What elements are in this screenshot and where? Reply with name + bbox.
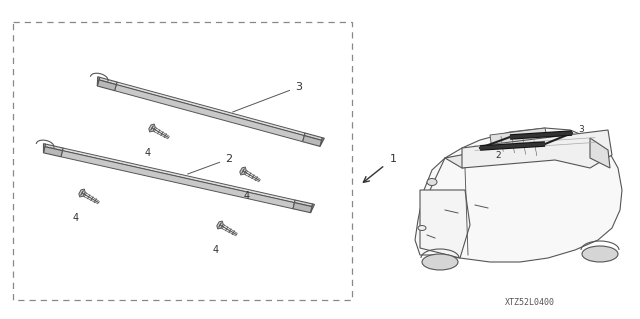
Text: 1: 1 (390, 154, 397, 164)
Text: 4: 4 (145, 148, 151, 158)
Text: XTZ52L0400: XTZ52L0400 (505, 298, 555, 307)
Polygon shape (303, 136, 322, 146)
Polygon shape (63, 148, 295, 203)
Polygon shape (320, 138, 324, 146)
Polygon shape (99, 77, 117, 85)
Polygon shape (294, 200, 312, 207)
Polygon shape (310, 204, 314, 213)
Polygon shape (149, 124, 155, 132)
Polygon shape (45, 144, 63, 151)
Polygon shape (304, 133, 323, 140)
Polygon shape (445, 140, 555, 168)
Ellipse shape (427, 179, 437, 186)
Polygon shape (590, 138, 610, 168)
Ellipse shape (422, 254, 458, 270)
Polygon shape (61, 151, 294, 209)
Ellipse shape (582, 246, 618, 262)
Text: 4: 4 (73, 213, 79, 223)
Ellipse shape (418, 226, 426, 231)
Text: 2: 2 (495, 151, 500, 160)
Text: 4: 4 (244, 191, 250, 201)
Polygon shape (115, 85, 304, 142)
Polygon shape (44, 147, 63, 157)
Polygon shape (490, 128, 548, 150)
Polygon shape (44, 144, 45, 153)
Polygon shape (293, 203, 312, 213)
Text: 2: 2 (188, 154, 232, 174)
Polygon shape (97, 80, 116, 91)
Polygon shape (420, 190, 470, 258)
Text: 3: 3 (578, 125, 584, 134)
Polygon shape (462, 130, 612, 168)
Polygon shape (116, 82, 305, 136)
Polygon shape (240, 167, 246, 175)
Text: 3: 3 (232, 82, 302, 112)
Bar (13, 22, 352, 300)
Polygon shape (415, 128, 622, 262)
Polygon shape (217, 221, 223, 229)
Text: 4: 4 (213, 245, 219, 255)
Polygon shape (79, 189, 85, 197)
Polygon shape (97, 77, 100, 86)
